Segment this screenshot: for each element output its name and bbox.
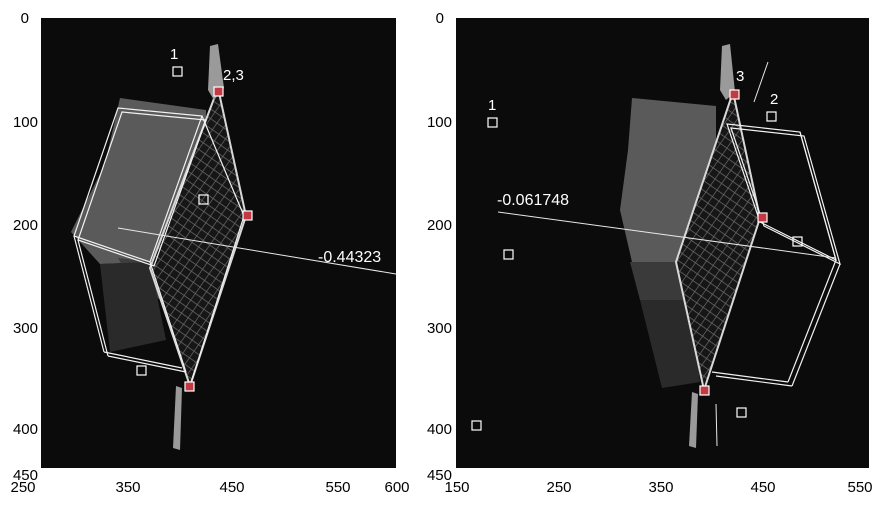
right-keypoint-bottom-left (471, 420, 482, 431)
right-marker-3: 3 (736, 68, 744, 85)
left-y-tick: 450 (13, 467, 38, 484)
left-x-tick: 550 (325, 479, 350, 496)
left-keypoint-bottom (136, 365, 147, 376)
right-keypoint-base (699, 385, 710, 396)
right-y-tick: 450 (427, 467, 452, 484)
left-wireframe (73, 107, 245, 387)
left-value-label: -0.44323 (318, 249, 381, 266)
left-marker-2-3: 2,3 (223, 67, 244, 84)
left-x-tick: 350 (115, 479, 140, 496)
left-x-tick: 250 (10, 479, 35, 496)
left-y-tick: 200 (13, 217, 38, 234)
right-keypoint-1 (487, 117, 498, 128)
right-keypoint-right (792, 236, 803, 247)
right-keypoint-bottom (736, 407, 747, 418)
right-panel: 1 2 3 -0.061748 0 100 200 300 400 450 15… (427, 10, 873, 496)
left-keypoint-2-3 (213, 86, 224, 97)
left-keypoint-1 (172, 66, 183, 77)
right-y-tick: 200 (427, 217, 452, 234)
right-keypoint-left (503, 249, 514, 260)
right-x-tick: 350 (648, 479, 673, 496)
left-y-tick: 0 (21, 10, 29, 27)
right-marker-1: 1 (488, 97, 496, 114)
right-y-tick: 400 (427, 421, 452, 438)
right-keypoint-3 (729, 89, 740, 100)
right-value-label: -0.061748 (497, 192, 569, 209)
right-x-tick: 150 (444, 479, 469, 496)
left-marker-1: 1 (170, 46, 178, 63)
left-keypoint-right (242, 210, 253, 221)
left-y-tick: 300 (13, 320, 38, 337)
left-keypoint-base (184, 381, 195, 392)
right-wireframe (711, 123, 841, 387)
right-x-tick: 450 (750, 479, 775, 496)
left-keypoint-center (198, 194, 209, 205)
right-keypoint-2 (766, 111, 777, 122)
right-y-tick: 100 (427, 114, 452, 131)
left-x-tick: 450 (219, 479, 244, 496)
right-keypoint-mid (757, 212, 768, 223)
left-x-tick: 600 (384, 479, 409, 496)
right-y-tick: 300 (427, 320, 452, 337)
left-y-tick: 100 (13, 114, 38, 131)
right-y-tick: 0 (436, 10, 444, 27)
right-x-tick: 250 (546, 479, 571, 496)
left-y-tick: 400 (13, 421, 38, 438)
left-panel: 1 2,3 -0.44323 0 100 200 300 400 450 250… (10, 10, 409, 496)
right-x-tick: 550 (847, 479, 872, 496)
right-marker-2: 2 (770, 91, 778, 108)
